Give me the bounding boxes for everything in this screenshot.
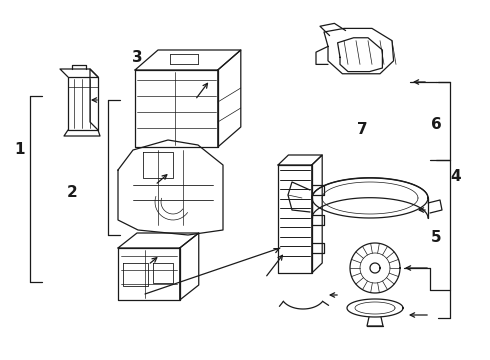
Text: 1: 1: [14, 142, 25, 157]
Text: 3: 3: [132, 50, 143, 65]
Text: 6: 6: [431, 117, 441, 132]
Text: 2: 2: [67, 185, 78, 200]
Text: 4: 4: [450, 169, 461, 184]
Text: 5: 5: [431, 230, 441, 245]
Text: 7: 7: [357, 122, 368, 137]
